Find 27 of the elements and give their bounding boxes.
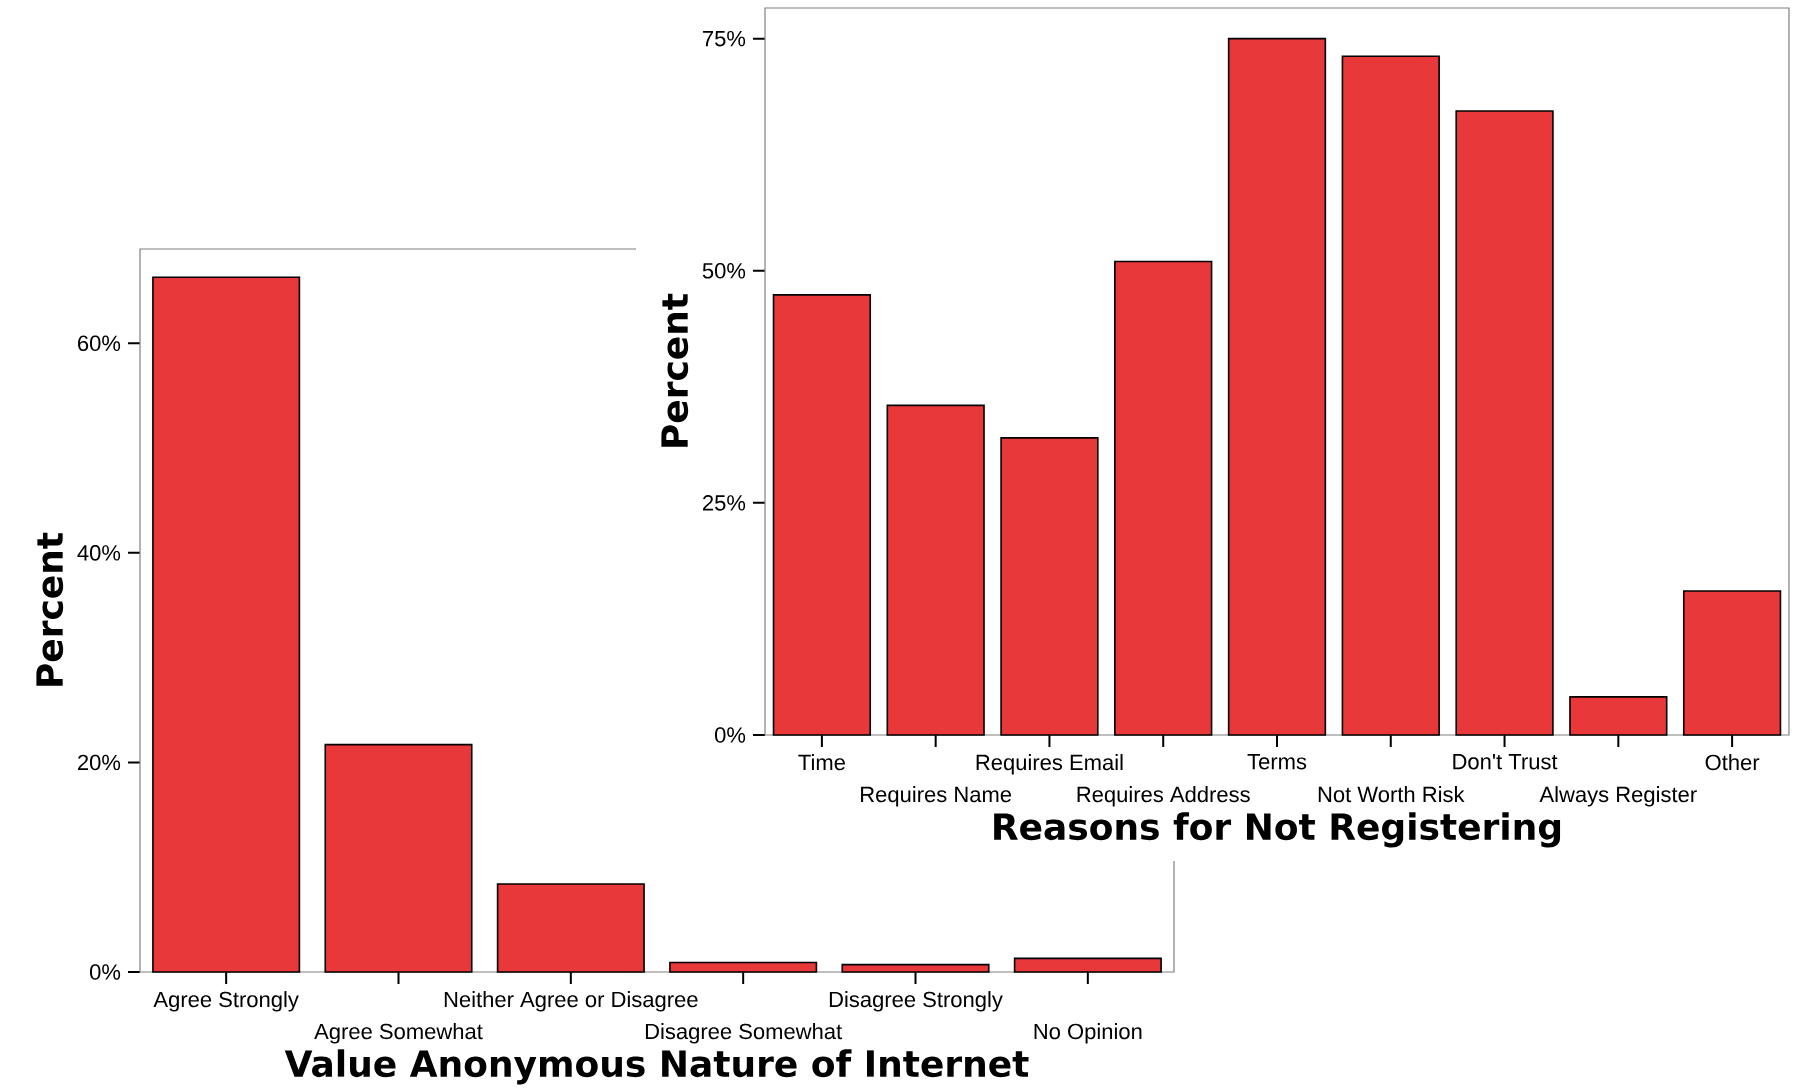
x-tick-label: Always Register bbox=[1539, 786, 1697, 807]
y-axis-title: Percent bbox=[36, 532, 64, 686]
x-axis-title: Reasons for Not Registering bbox=[994, 812, 1561, 848]
x-tick-label: Agree Somewhat bbox=[314, 1023, 483, 1044]
x-tick-label: No Opinion bbox=[1034, 1023, 1142, 1044]
x-tick-label: Disagree Somewhat bbox=[645, 1023, 843, 1044]
y-tick-label: 0% bbox=[89, 964, 121, 980]
y-tick-label: 20% bbox=[78, 754, 121, 771]
x-tick-label: Neither Agree or Disagree bbox=[444, 991, 698, 1012]
y-tick-label: 50% bbox=[702, 262, 746, 279]
x-tick-label: Time bbox=[798, 754, 845, 771]
x-tick-label: Agree Strongly bbox=[153, 991, 299, 1012]
y-tick-label: 0% bbox=[714, 727, 746, 743]
x-tick-label: Requires Address bbox=[1077, 786, 1250, 807]
x-axis-title: Value Anonymous Nature of Internet bbox=[284, 1049, 1029, 1085]
x-tick-label: Other bbox=[1705, 754, 1760, 771]
x-tick-label: Requires Email bbox=[976, 754, 1123, 775]
x-tick-label: Terms bbox=[1247, 754, 1307, 770]
x-tick-label: Don't Trust bbox=[1453, 754, 1558, 770]
x-tick-label: Requires Name bbox=[861, 786, 1012, 807]
y-tick-label: 60% bbox=[78, 335, 121, 352]
y-axis-title: Percent bbox=[661, 293, 689, 447]
x-tick-label: Not Worth Risk bbox=[1318, 786, 1465, 803]
x-tick-label: Disagree Strongly bbox=[829, 991, 1003, 1012]
y-tick-label: 75% bbox=[703, 30, 746, 47]
y-tick-label: 40% bbox=[77, 545, 121, 561]
y-tick-label: 25% bbox=[703, 495, 746, 511]
